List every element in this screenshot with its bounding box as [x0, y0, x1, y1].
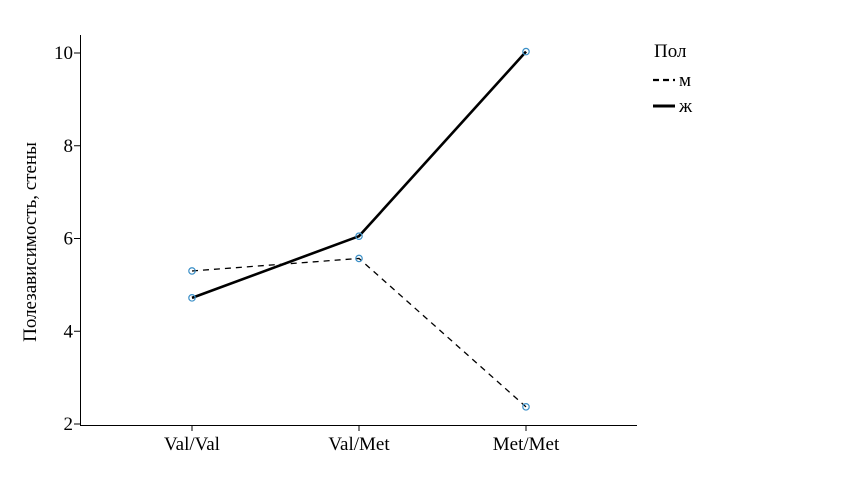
y-ticks: 2 4 6 8 10: [54, 43, 80, 435]
legend: Пол мж: [653, 41, 693, 117]
legend-label: м: [679, 70, 691, 91]
y-tick-label: 2: [64, 414, 74, 435]
series-point-1: [188, 267, 196, 275]
series-line-1: [191, 257, 527, 408]
x-tick-label: Met/Met: [493, 434, 560, 455]
series-point-1: [355, 254, 363, 263]
y-axis-title: Полезависимость, стены: [20, 142, 41, 342]
series-line-2: [191, 50, 527, 300]
x-tick-label: Val/Val: [164, 434, 220, 455]
series-point-2: [522, 47, 530, 56]
legend-title: Пол: [654, 41, 687, 62]
x-ticks: Val/Val Val/Met Met/Met: [164, 425, 560, 455]
y-tick-label: 8: [64, 136, 74, 157]
series-group: [188, 47, 530, 411]
y-tick-label: 10: [54, 43, 73, 64]
y-tick-label: 6: [64, 229, 74, 250]
series-point-1: [522, 403, 530, 411]
series-point-2: [188, 294, 196, 302]
axes: [80, 35, 637, 426]
legend-label: ж: [678, 96, 693, 117]
x-tick-label: Val/Met: [328, 434, 390, 455]
series-point-2: [355, 232, 363, 240]
y-tick-label: 4: [64, 321, 74, 342]
